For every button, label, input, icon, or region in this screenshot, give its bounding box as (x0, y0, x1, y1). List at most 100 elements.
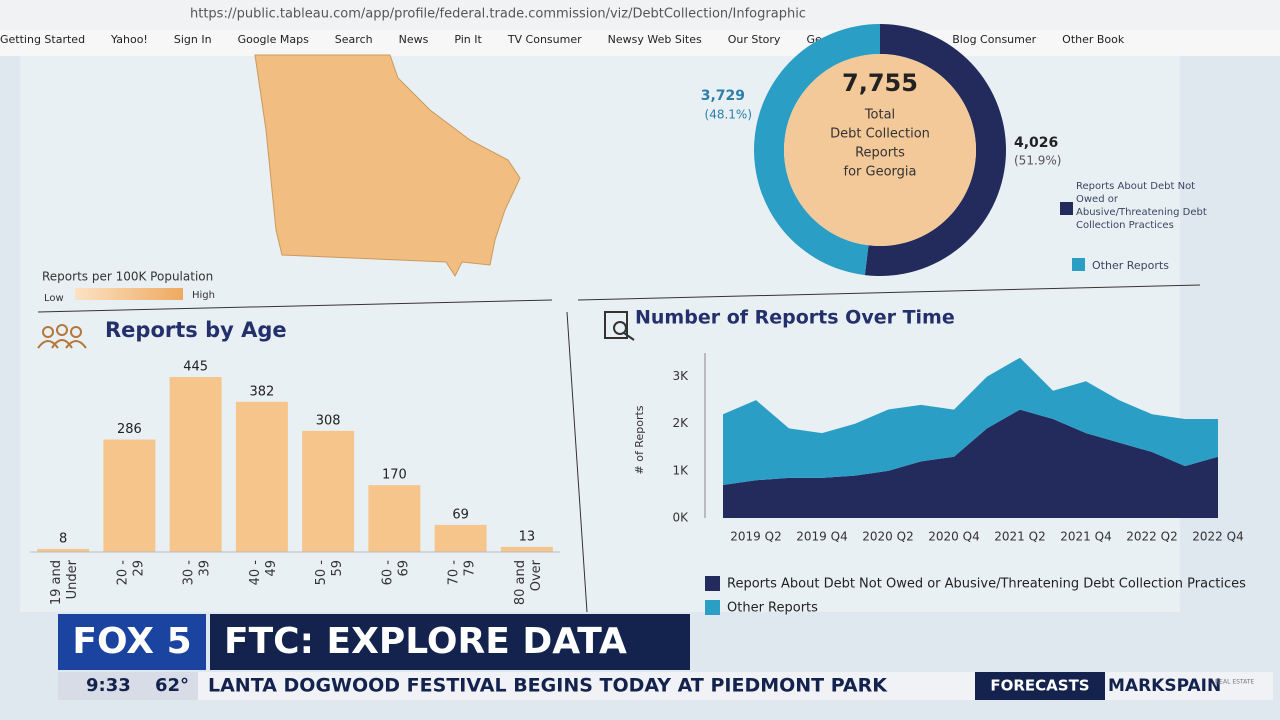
area[interactable] (723, 409, 1218, 518)
people-icon (37, 324, 87, 349)
bookmark[interactable]: TV Consumer (507, 33, 582, 46)
x-tick-label: 2021 Q4 (1060, 530, 1111, 544)
bar[interactable] (500, 546, 553, 552)
x-tick-label: 80 andOver (512, 559, 543, 605)
georgia-map[interactable] (254, 54, 521, 278)
bookmark[interactable]: Yahoo! (110, 33, 148, 46)
bookmark[interactable]: Sign In (174, 33, 212, 46)
legend-swatch (705, 576, 720, 591)
legend-label: Other Reports (1092, 259, 1169, 272)
value-label: 170 (382, 468, 407, 483)
donut-segment[interactable] (864, 24, 1006, 276)
segment-box (975, 672, 1105, 700)
y-tick-label: 1K (672, 463, 689, 477)
segment: FORECASTS (990, 677, 1089, 695)
legend-swatch (705, 600, 720, 615)
center-text: Total (864, 108, 895, 123)
bar[interactable] (169, 377, 222, 552)
value-label: 69 (452, 507, 469, 522)
center-text: for Georgia (844, 165, 917, 180)
x-tick-label: 30 -39 (181, 560, 212, 586)
time-box (58, 672, 198, 700)
y-tick-label: 3K (672, 369, 689, 383)
bookmark[interactable]: Search (335, 33, 373, 46)
value-label: 3,729 (701, 88, 745, 104)
bookmark[interactable]: Blog Consumer (952, 33, 1036, 46)
bookmark[interactable]: Other Book (1062, 33, 1125, 46)
x-tick-label: 70 -79 (446, 560, 477, 586)
sponsor: MARKSPAIN (1108, 676, 1221, 696)
headline-box (210, 614, 690, 670)
y-axis-label: # of Reports (633, 405, 646, 474)
bar[interactable] (368, 485, 421, 552)
bookmark[interactable]: Newsy Web Sites (608, 33, 702, 46)
x-tick-label: 2019 Q2 (730, 530, 781, 544)
center-text: Debt Collection (830, 127, 930, 142)
x-tick-label: 19 andUnder (49, 559, 80, 605)
ticker: LANTA DOGWOOD FESTIVAL BEGINS TODAY AT P… (208, 675, 888, 697)
percent-label: (48.1%) (705, 108, 752, 122)
bookmark[interactable]: Pin It (454, 33, 482, 46)
donut-center (784, 54, 976, 246)
url[interactable]: https://public.tableau.com/app/profile/f… (190, 7, 806, 22)
bar[interactable] (37, 548, 90, 552)
report-icon (604, 311, 635, 341)
value-label: 308 (316, 413, 341, 428)
temperature: 62° (155, 675, 189, 696)
chart-title: Reports by Age (105, 318, 287, 342)
x-tick-label: 2022 Q4 (1192, 530, 1243, 544)
area[interactable] (723, 357, 1218, 485)
y-tick-label: 2K (672, 416, 689, 430)
x-tick-label: 40 -49 (247, 560, 278, 586)
percent-label: (51.9%) (1014, 154, 1061, 168)
legend-label: Reports About Debt Not Owed or Abusive/T… (1076, 181, 1207, 231)
value-label: 4,026 (1014, 135, 1058, 151)
x-tick-label: 2021 Q2 (994, 530, 1045, 544)
chart-title: Number of Reports Over Time (635, 307, 955, 329)
bar[interactable] (302, 430, 355, 552)
map-legend-high: High (192, 290, 215, 301)
time: 9:33 (86, 675, 131, 696)
bookmark[interactable]: Our Story (728, 33, 781, 46)
x-tick-label: 20 -29 (115, 560, 146, 586)
legend-label-box: Reports About Debt Not Owed or Abusive/T… (1076, 181, 1207, 231)
legend-swatch (1072, 258, 1085, 271)
x-tick-label: 60 -69 (380, 560, 411, 586)
total: 7,755 (842, 69, 918, 97)
value-label: 286 (117, 422, 142, 437)
bar[interactable] (103, 439, 156, 552)
bookmark[interactable]: Getting Started (0, 33, 85, 46)
logo: FOX 5 (72, 621, 191, 662)
bar[interactable] (434, 524, 487, 552)
headline: FTC: EXPLORE DATA (224, 621, 627, 662)
center-text: Reports (855, 146, 905, 161)
divider (566, 311, 588, 613)
x-tick-label: 2022 Q2 (1126, 530, 1177, 544)
x-tick-label: 2020 Q2 (862, 530, 913, 544)
bar[interactable] (235, 401, 288, 552)
x-tick-label: 50 -59 (314, 560, 345, 586)
divider (37, 299, 553, 313)
sponsor-tag: REAL ESTATE (1215, 679, 1254, 686)
value-label: 8 (59, 531, 67, 546)
logo-box (58, 614, 206, 670)
x-tick-label: 2020 Q4 (928, 530, 979, 544)
address-bar (0, 0, 1280, 30)
x-tick-label: 2019 Q4 (796, 530, 847, 544)
map-legend-low: Low (44, 293, 64, 304)
value-label: 13 (519, 529, 536, 544)
value-label: 445 (183, 360, 208, 375)
legend-label: Reports About Debt Not Owed or Abusive/T… (727, 577, 1246, 592)
bookmarks-bar (0, 30, 1280, 56)
bookmark[interactable]: Google Maps (238, 33, 310, 46)
legend-swatch (1060, 202, 1073, 215)
y-tick-label: 0K (672, 511, 689, 525)
map-legend-title: Reports per 100K Population (42, 270, 213, 284)
donut-segment[interactable] (753, 24, 880, 276)
value-label: 382 (249, 384, 274, 399)
legend-label: Other Reports (727, 601, 818, 616)
bookmark[interactable]: News (399, 33, 429, 46)
divider (577, 284, 1201, 301)
